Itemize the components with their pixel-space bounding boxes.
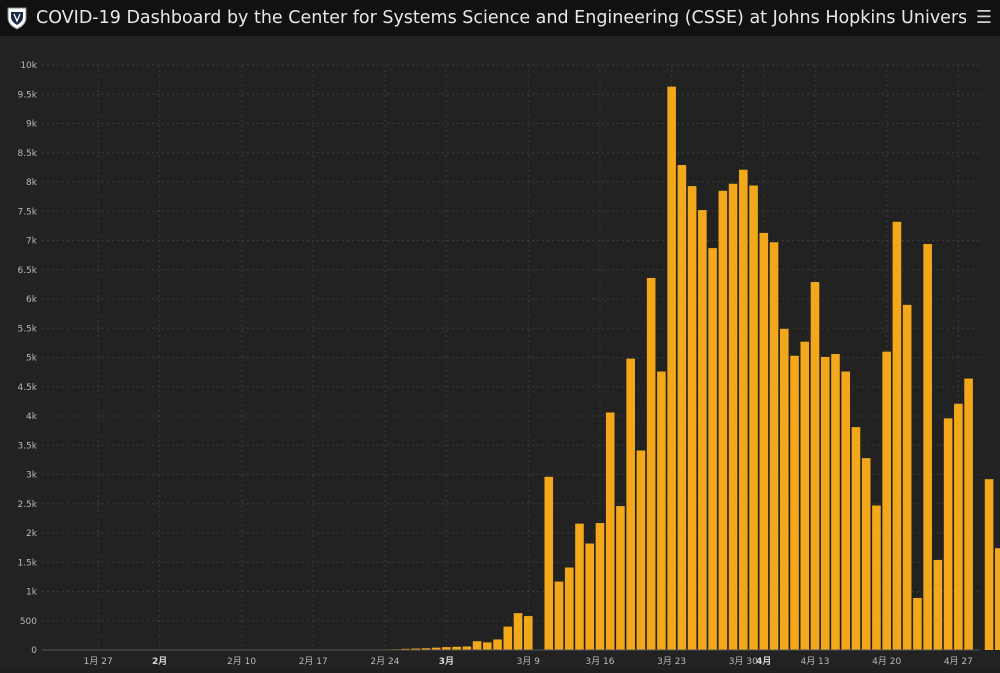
bar [841,372,850,650]
bar [913,598,922,650]
bars [360,87,1000,650]
daily-cases-chart: 0 500 1k 1.5k 2k 2.5k 3k 3.5k 4k 4.5k 5k 5.5k 6k 6.5k… [0,36,1000,669]
bar [596,523,605,650]
bar [616,506,625,650]
x-tick-label: 2月 24 [370,656,399,667]
bar [882,352,891,650]
y-tick-label: 8.5k [17,149,37,159]
bar [667,87,676,650]
bar [770,242,779,650]
bar [903,305,912,650]
bar [862,458,871,650]
x-tick-label: 3月 30 [729,656,758,667]
y-tick-label: 8k [26,178,38,188]
bar [493,639,502,650]
bar [504,627,513,650]
y-tick-label: 5.5k [17,324,37,334]
y-tick-label: 10k [20,61,37,71]
y-tick-label: 4.5k [17,383,37,393]
bar [575,524,584,650]
y-tick-label: 3k [26,471,38,481]
y-tick-label: 6.5k [17,266,37,276]
bar [555,582,564,650]
x-tick-label: 4月 27 [944,656,973,667]
bar [964,379,973,650]
y-tick-label: 9k [26,120,38,130]
bar [585,544,594,650]
bar [831,354,840,650]
x-tick-label: 4月 13 [800,656,829,667]
bar [647,278,656,650]
bar [657,372,666,650]
y-tick-label: 4k [26,412,38,422]
bar [811,282,820,650]
bar [729,184,738,650]
y-tick-label: 5k [26,354,38,364]
x-tick-label: 4月 [756,656,771,667]
bar [524,616,533,650]
bar [483,642,492,650]
x-tick-label: 2月 [152,656,167,667]
bar [923,244,932,650]
x-tick-label: 3月 23 [657,656,686,667]
x-tick-label: 1月 27 [84,656,113,667]
x-tick-label: 3月 [439,656,454,667]
y-tick-label: 1.5k [17,558,37,568]
y-tick-label: 6k [26,295,38,305]
bar [800,342,809,650]
menu-icon[interactable]: ☰ [976,0,992,36]
bar [872,506,881,651]
bar [790,356,799,650]
x-tick-label: 2月 10 [227,656,256,667]
bar [985,479,994,650]
bar [606,412,615,650]
bar [463,646,472,650]
bar [954,404,963,650]
bar [698,210,707,650]
bar [934,560,943,650]
y-tick-label: 2.5k [17,500,37,510]
bar [944,418,953,650]
bar [995,548,1000,650]
bar [688,186,697,650]
bar [544,477,553,650]
bar [780,329,789,650]
bar [893,222,902,650]
bar-chart-svg: 0 500 1k 1.5k 2k 2.5k 3k 3.5k 4k 4.5k 5k 5.5k 6k 6.5k… [0,36,1000,669]
university-shield-icon [6,6,28,30]
bar [719,191,728,650]
bar [821,357,830,650]
x-tick-label: 4月 20 [872,656,901,667]
bar [678,165,687,650]
x-tick-label: 3月 16 [585,656,614,667]
page-title: COVID-19 Dashboard by the Center for Sys… [36,0,966,36]
y-tick-label: 7.5k [17,207,37,217]
bar [749,186,758,650]
bar [852,427,861,650]
y-tick-label: 1k [26,588,38,598]
bar [637,451,646,650]
bar [514,613,523,650]
y-tick-label: 7k [26,237,38,247]
x-tick-label: 2月 17 [299,656,328,667]
bar [473,641,482,650]
y-tick-label: 0 [31,646,37,656]
app-header: COVID-19 Dashboard by the Center for Sys… [0,0,1000,36]
x-tick-label: 3月 9 [517,656,541,667]
y-tick-label: 3.5k [17,441,37,451]
bar [626,359,635,650]
bar [708,248,717,650]
bar [565,568,574,650]
y-tick-label: 9.5k [17,90,37,100]
bar [739,170,748,650]
bar [760,233,769,650]
y-tick-label: 2k [26,529,38,539]
y-tick-label: 500 [20,617,37,627]
